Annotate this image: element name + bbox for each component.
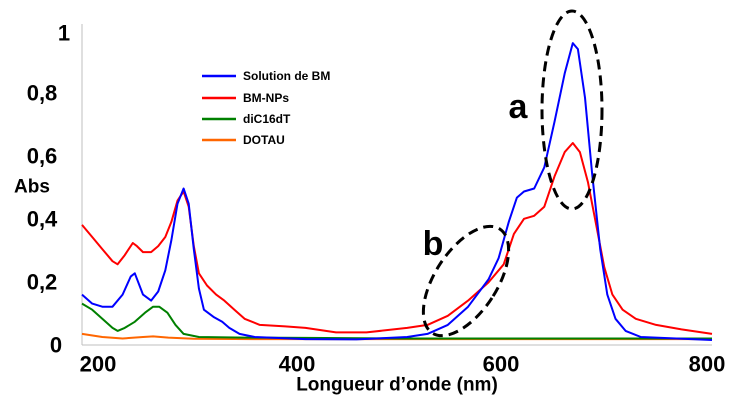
annotation-a-label: a [509,88,529,126]
legend-label-dic16dt: diC16dT [243,112,291,126]
series-layer [81,42,713,341]
legend-label-dotau: DOTAU [243,133,285,147]
legend: Solution de BM BM-NPs diC16dT DOTAU [202,69,330,147]
legend-label-bm-nps: BM-NPs [243,91,289,105]
annotation-b-label: b [423,225,444,263]
y-tick-label: 0,4 [27,207,58,232]
x-tick-label: 400 [279,352,316,377]
x-tick-label: 800 [689,352,726,377]
annotation-a-ellipse [540,9,604,211]
y-tick-label: 1 [58,21,70,46]
x-tick-label: 200 [80,352,117,377]
y-tick-label: 0,8 [27,81,58,106]
series-line-solution-de-bm [81,42,713,341]
y-tick-label: 0,6 [27,144,58,169]
x-axis-title: Longueur d’onde (nm) [296,375,498,396]
y-axis-title: Abs [14,177,50,198]
series-line-bm-nps [81,142,713,335]
y-tick-label: 0,2 [27,270,58,295]
y-tick-labels: 0 0,2 0,4 0,6 0,8 1 [27,21,70,358]
legend-label-solution-de-bm: Solution de BM [243,69,330,83]
x-tick-label: 600 [483,352,520,377]
x-tick-labels: 200 400 600 800 [80,352,726,377]
annotation-b-ellipse [421,224,511,338]
y-tick-label: 0 [50,333,62,358]
